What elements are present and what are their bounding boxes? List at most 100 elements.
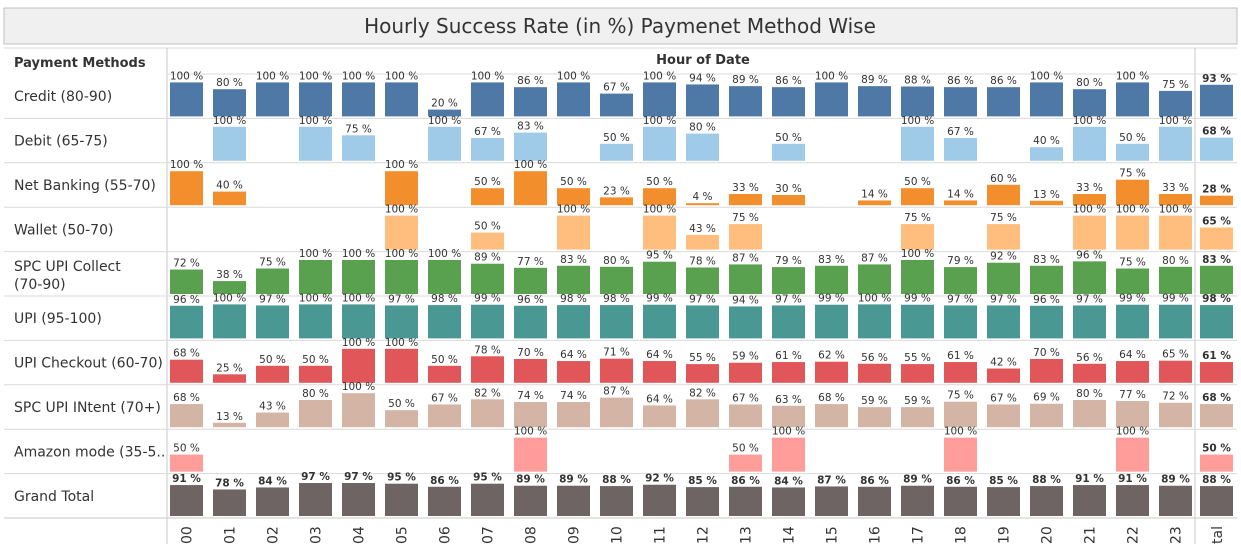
bar-label: 100 % bbox=[1159, 115, 1192, 127]
bar-label: 75 % bbox=[1162, 79, 1189, 91]
bar bbox=[428, 109, 461, 117]
row-label: Debit (65-75) bbox=[14, 134, 108, 150]
bar-label: 97 % bbox=[1076, 293, 1103, 305]
bar bbox=[557, 82, 590, 117]
bar-label: 72 % bbox=[173, 258, 200, 270]
bar bbox=[299, 304, 332, 339]
bar bbox=[987, 487, 1020, 516]
total-bar bbox=[1200, 137, 1233, 161]
bar bbox=[514, 267, 547, 294]
bar-label: 79 % bbox=[947, 255, 974, 267]
bar bbox=[901, 260, 934, 294]
bar-label: 50 % bbox=[474, 221, 501, 233]
bar bbox=[772, 405, 805, 428]
bar-label: 100 % bbox=[342, 248, 375, 260]
bar bbox=[1159, 90, 1192, 117]
bar bbox=[944, 401, 977, 428]
hour-tick-label: 16 bbox=[868, 526, 884, 544]
bar-label: 25 % bbox=[216, 362, 243, 374]
bar-label: 99 % bbox=[646, 293, 673, 305]
total-bar-label: 61 % bbox=[1202, 350, 1231, 362]
bar-label: 50 % bbox=[431, 354, 458, 366]
bar bbox=[772, 437, 805, 472]
bar bbox=[471, 483, 504, 516]
bar-label: 33 % bbox=[732, 182, 759, 194]
bar-label: 100 % bbox=[1116, 426, 1149, 438]
bar-label: 97 % bbox=[388, 293, 415, 305]
bar-label: 100 % bbox=[299, 70, 332, 82]
bar bbox=[772, 267, 805, 294]
bar bbox=[213, 489, 246, 516]
bar-label: 98 % bbox=[603, 293, 630, 305]
bar-label: 80 % bbox=[1076, 388, 1103, 400]
bar-label: 100 % bbox=[342, 381, 375, 393]
bar bbox=[1073, 89, 1106, 117]
row-label: SPC UPI Collect (70-90) bbox=[14, 259, 121, 293]
bar-label: 100 % bbox=[1073, 115, 1106, 127]
bar bbox=[1159, 193, 1192, 206]
total-bar-label: 50 % bbox=[1202, 443, 1231, 455]
bar bbox=[557, 188, 590, 206]
bar bbox=[1030, 82, 1063, 117]
bar bbox=[342, 135, 375, 161]
total-bar bbox=[1200, 486, 1233, 516]
bar bbox=[600, 143, 633, 161]
bar-label: 78 % bbox=[215, 477, 244, 489]
bar-label: 87 % bbox=[861, 252, 888, 264]
row-label: Wallet (50-70) bbox=[14, 222, 113, 238]
hour-tick-label: 19 bbox=[997, 526, 1013, 544]
bar bbox=[428, 305, 461, 339]
bar-label: 97 % bbox=[775, 293, 802, 305]
hour-tick-label: 05 bbox=[395, 526, 411, 544]
bar-label: 64 % bbox=[646, 349, 673, 361]
bar bbox=[901, 86, 934, 117]
bar bbox=[385, 305, 418, 339]
bar-label: 94 % bbox=[732, 294, 759, 306]
bar bbox=[944, 200, 977, 206]
hour-tick-label: 23 bbox=[1169, 526, 1185, 544]
bar-label: 62 % bbox=[818, 350, 845, 362]
bar-label: 95 % bbox=[646, 250, 673, 262]
bar-label: 95 % bbox=[473, 472, 502, 484]
bar bbox=[815, 304, 848, 339]
bar bbox=[213, 191, 246, 206]
bar bbox=[772, 143, 805, 161]
bar-label: 89 % bbox=[474, 252, 501, 264]
hour-tick-label: 02 bbox=[266, 526, 282, 544]
bar-label: 100 % bbox=[1030, 70, 1063, 82]
bar-label: 14 % bbox=[947, 188, 974, 200]
bar bbox=[514, 305, 547, 339]
bar-label: 80 % bbox=[603, 255, 630, 267]
bar-label: 59 % bbox=[861, 395, 888, 407]
bar bbox=[471, 232, 504, 250]
bar bbox=[1116, 143, 1149, 161]
bar bbox=[342, 304, 375, 339]
bar bbox=[729, 404, 762, 428]
bar-label: 67 % bbox=[603, 82, 630, 94]
bar-label: 85 % bbox=[688, 475, 717, 487]
bar bbox=[815, 361, 848, 383]
bar bbox=[901, 407, 934, 428]
bar bbox=[987, 224, 1020, 250]
bar bbox=[600, 305, 633, 339]
bar-label: 75 % bbox=[1119, 257, 1146, 269]
title-bar bbox=[3, 7, 1238, 45]
bar bbox=[1116, 485, 1149, 516]
bar-label: 75 % bbox=[904, 212, 931, 224]
bar bbox=[385, 260, 418, 294]
bar bbox=[342, 348, 375, 383]
bar bbox=[729, 193, 762, 206]
row-label: Amazon mode (35-5.. bbox=[14, 444, 165, 460]
bar-label: 68 % bbox=[173, 348, 200, 360]
bar-label: 100 % bbox=[815, 70, 848, 82]
bar-label: 86 % bbox=[430, 475, 459, 487]
bar bbox=[1116, 179, 1149, 206]
bar-label: 100 % bbox=[342, 292, 375, 304]
bar-label: 89 % bbox=[1161, 474, 1190, 486]
hour-tick-label: 13 bbox=[739, 526, 755, 544]
bar bbox=[514, 359, 547, 383]
bar bbox=[1073, 305, 1106, 339]
bar-label: 88 % bbox=[1032, 474, 1061, 486]
bar-label: 30 % bbox=[775, 183, 802, 195]
bar-label: 68 % bbox=[173, 392, 200, 404]
